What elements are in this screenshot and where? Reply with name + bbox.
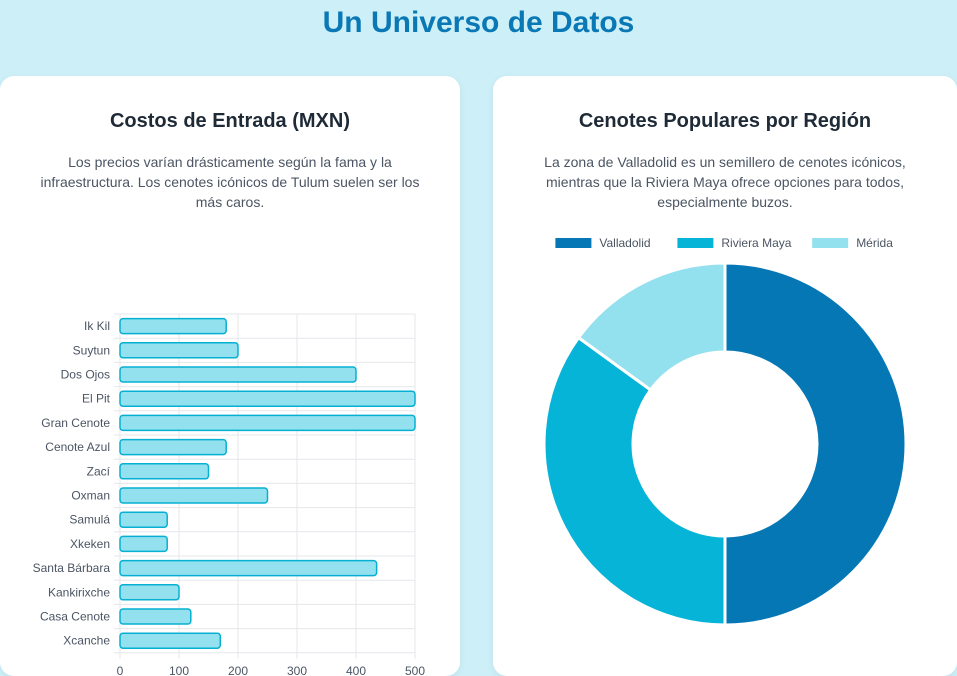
bar-casa-cenote[interactable]: [119, 608, 192, 625]
x-tick-label: 200: [228, 664, 248, 676]
y-category-label: Ik Kil: [84, 319, 110, 333]
bar-samulá[interactable]: [119, 511, 168, 528]
y-category-label: Gran Cenote: [41, 416, 110, 430]
y-category-label: Kankirixche: [48, 585, 110, 599]
bar-dos-ojos[interactable]: [119, 366, 357, 383]
bar-oxman[interactable]: [119, 487, 269, 504]
y-category-label: Xkeken: [70, 537, 110, 551]
x-tick-label: 500: [405, 664, 425, 676]
y-category-label: Cenote Azul: [45, 440, 110, 454]
costs-card: Costos de Entrada (MXN) Los precios varí…: [0, 76, 460, 676]
y-category-label: Xcanche: [63, 634, 110, 648]
bar-el-pit[interactable]: [119, 390, 416, 407]
x-tick-label: 300: [287, 664, 307, 676]
bar-xcanche[interactable]: [119, 632, 222, 649]
bar-suytun[interactable]: [119, 342, 239, 359]
y-category-label: Santa Bárbara: [33, 561, 111, 575]
regions-card: Cenotes Populares por Región La zona de …: [493, 76, 957, 676]
x-tick-label: 400: [346, 664, 366, 676]
legend-label[interactable]: Valladolid: [599, 236, 650, 250]
y-category-label: Suytun: [73, 343, 110, 357]
y-category-label: Oxman: [71, 489, 110, 503]
slice-valladolid[interactable]: [723, 261, 908, 627]
x-tick-label: 100: [169, 664, 189, 676]
legend-swatch[interactable]: [677, 238, 714, 248]
regions-card-description: La zona de Valladolid es un semillero de…: [544, 154, 906, 210]
y-category-label: Zací: [87, 464, 111, 478]
y-category-label: Dos Ojos: [61, 368, 110, 382]
costs-card-title: Costos de Entrada (MXN): [109, 110, 351, 132]
bar-gran-cenote[interactable]: [119, 414, 416, 432]
legend-swatch[interactable]: [555, 238, 592, 248]
bar-xkeken[interactable]: [119, 535, 168, 553]
legend-label[interactable]: Riviera Maya: [721, 236, 791, 250]
bar-kankirixche[interactable]: [119, 584, 180, 601]
doughnut-legend: Valladolid Riviera Maya Mérida: [555, 236, 893, 250]
legend-label[interactable]: Mérida: [856, 236, 893, 250]
costs-card-description: Los precios varían drásticamente según l…: [40, 154, 420, 210]
bar-cenote-azul[interactable]: [119, 438, 227, 456]
slice-mérida[interactable]: [576, 261, 727, 393]
slice-riviera-maya[interactable]: [542, 335, 727, 627]
legend-swatch[interactable]: [812, 238, 849, 248]
x-tick-label: 0: [117, 664, 124, 676]
bar-ik-kil[interactable]: [119, 317, 227, 335]
y-category-label: Samulá: [69, 513, 110, 527]
bar-santa-bárbara[interactable]: [119, 559, 378, 577]
page-title: Un Universo de Datos: [322, 6, 635, 39]
regions-doughnut-chart[interactable]: Valladolid Riviera Maya Mérida: [493, 76, 957, 676]
costs-bar-chart[interactable]: 0 100 200 300 400 500 Ik Kil Suytun Dos Ojos El P…: [0, 76, 460, 676]
regions-card-title: Cenotes Populares por Región: [578, 110, 872, 132]
bar-zací[interactable]: [119, 463, 210, 480]
bar-chart-grid: [114, 313, 416, 659]
y-category-label: Casa Cenote: [40, 610, 110, 624]
y-category-label: El Pit: [82, 392, 111, 406]
